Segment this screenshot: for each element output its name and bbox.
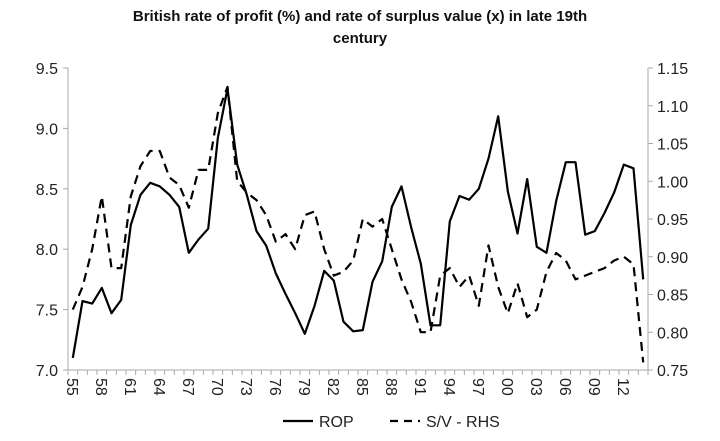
chart-title: British rate of profit (%) and rate of s… xyxy=(0,6,720,50)
x-axis-tick-label: 76 xyxy=(266,378,283,396)
right-axis-tick-label: 0.85 xyxy=(657,288,688,305)
right-axis-tick-label: 1.10 xyxy=(657,99,688,116)
x-axis-tick-label: 88 xyxy=(382,378,399,396)
x-axis-tick-label: 73 xyxy=(237,378,254,396)
x-axis-tick-label: 09 xyxy=(585,378,602,396)
x-axis-tick-label: 00 xyxy=(498,378,515,396)
x-axis-tick-label: 85 xyxy=(353,378,370,396)
right-axis-tick-label: 1.15 xyxy=(657,61,688,78)
left-axis-tick-label: 7.0 xyxy=(36,363,58,380)
x-axis-tick-label: 91 xyxy=(411,378,428,396)
series-line-rop xyxy=(71,87,645,359)
x-axis-tick-label: 82 xyxy=(324,378,341,396)
right-axis-tick-label: 0.90 xyxy=(657,250,688,267)
x-axis-tick-label: 61 xyxy=(121,378,138,396)
x-axis-tick-label: 70 xyxy=(208,378,225,396)
x-axis-tick-label: 79 xyxy=(295,378,312,396)
x-axis-tick-label: 94 xyxy=(440,378,457,396)
left-axis-tick-label: 9.5 xyxy=(36,61,58,78)
right-axis-tick-label: 0.75 xyxy=(657,363,688,380)
left-axis-tick-label: 8.5 xyxy=(36,182,58,199)
right-axis-tick-label: 1.05 xyxy=(657,137,688,154)
x-axis-tick-label: 12 xyxy=(614,378,631,396)
x-axis-tick-label: 03 xyxy=(527,378,544,396)
legend-label-rop: ROP xyxy=(319,414,354,431)
left-axis-tick-label: 9.0 xyxy=(36,121,58,138)
x-axis-tick-label: 55 xyxy=(63,378,80,396)
left-axis-tick-label: 8.0 xyxy=(36,242,58,259)
x-axis-tick-label: 64 xyxy=(150,378,167,396)
series-line-sv xyxy=(71,85,645,363)
x-axis-tick-label: 06 xyxy=(556,378,573,396)
chart-title-line2: century xyxy=(332,30,388,47)
x-axis-tick-label: 97 xyxy=(469,378,486,396)
left-axis-tick-label: 7.5 xyxy=(36,303,58,320)
chart-title-line1: British rate of profit (%) and rate of s… xyxy=(132,8,588,25)
x-axis-tick-label: 58 xyxy=(92,378,109,396)
legend-label-sv: S/V - RHS xyxy=(426,414,500,431)
right-axis-tick-label: 0.95 xyxy=(657,212,688,229)
right-axis-tick-label: 0.80 xyxy=(657,325,688,342)
x-axis-tick-label: 67 xyxy=(179,378,196,396)
right-axis-tick-label: 1.00 xyxy=(657,174,688,191)
